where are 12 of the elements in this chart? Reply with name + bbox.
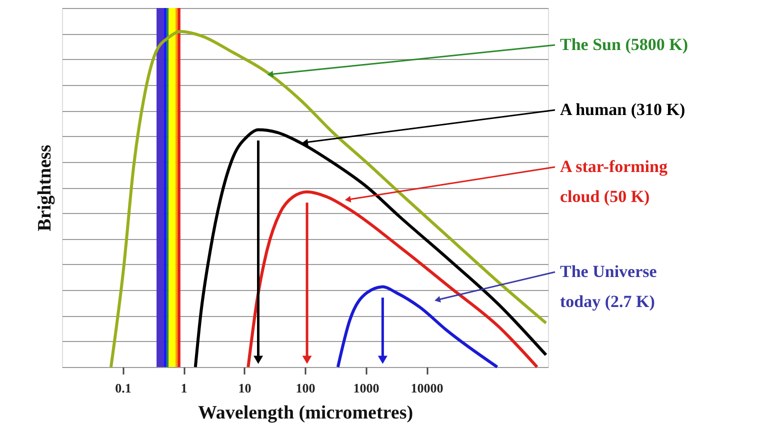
x-tick-label: 1000	[353, 380, 380, 396]
annotation: A human (310 K)	[560, 100, 686, 119]
annotation: The Universe today (2.7 K)	[560, 262, 658, 311]
x-tick-label: 100	[296, 380, 316, 396]
x-tick-label: 1	[180, 380, 188, 396]
y-axis-title: Brightness	[34, 144, 56, 232]
x-tick-label: 10000	[410, 380, 444, 396]
x-axis-title: Wavelength (micrometres)	[198, 402, 414, 424]
annotation: A star-forming cloud (50 K)	[560, 157, 668, 206]
annotation: The Sun (5800 K)	[560, 35, 688, 54]
x-tick-label: 10	[238, 380, 252, 396]
x-tick-label: 0.1	[115, 380, 132, 396]
